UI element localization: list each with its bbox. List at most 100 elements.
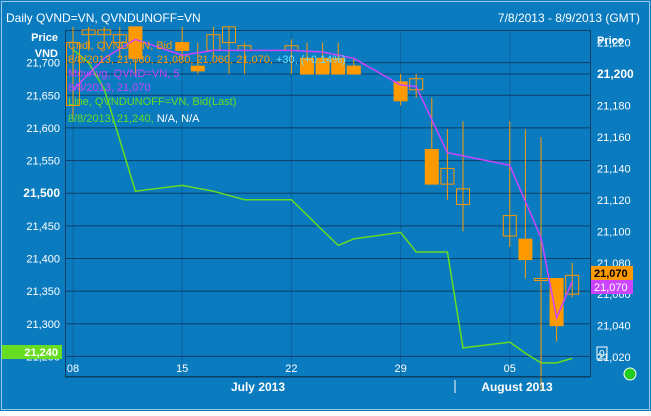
left-tick-label: 21,600 [26, 123, 60, 135]
candle-body-down [518, 238, 533, 261]
right-current-badge-purple: 21,070 [591, 280, 633, 294]
status-dot-icon[interactable] [623, 367, 637, 381]
left-axis-label-vnd: VND [35, 48, 58, 60]
right-tick-label: 21,160 [597, 132, 631, 144]
candle [346, 58, 361, 75]
candle [81, 26, 96, 51]
legend-line-na: N/A, N/A [157, 113, 200, 125]
candle-body-down [393, 81, 408, 102]
candle [393, 74, 408, 106]
right-purple-badge-bg [591, 280, 633, 294]
legend-candles-ohlc: 8/8/2013, 21,080, 21,080, 21,060, 21,070… [68, 54, 276, 66]
candle-body-up [97, 29, 112, 36]
left-tick-label: 21,400 [26, 253, 60, 265]
candle [424, 97, 439, 185]
right-axis-label-price: Price [597, 35, 624, 47]
right-current-badge-orange: 21,070 [591, 266, 633, 280]
right-orange-badge-text: 21,070 [594, 268, 628, 280]
candle [565, 262, 580, 298]
right-small-badge-text: 0 [599, 349, 605, 360]
candle [300, 42, 314, 75]
right-tick-label: 21,040 [597, 321, 631, 333]
candle [66, 26, 80, 122]
left-axis-ticks: 21,25021,30021,35021,40021,45021,50021,5… [23, 58, 60, 364]
gridlines [65, 62, 590, 357]
legend: Cndl, QVND=VN, Bid 8/8/2013, 21,080, 21,… [68, 40, 346, 125]
candle-body-down [315, 57, 330, 75]
candle [518, 129, 533, 279]
legend-line-value: 8/8/2013, 21,240, [68, 113, 157, 125]
candle [128, 26, 143, 75]
right-tick-label: 21,120 [597, 195, 631, 207]
month-label-july: July 2013 [231, 380, 285, 394]
left-tick-label: 21,450 [26, 221, 60, 233]
legend-line-title: Line, QVNDUNOFF=VN, Bid(Last) [68, 96, 236, 108]
left-tick-label: 21,300 [26, 319, 60, 331]
candle-body-up [456, 188, 470, 206]
left-tick-label: 21,700 [26, 58, 60, 70]
right-purple-badge-text: 21,070 [594, 282, 628, 294]
legend-candles-values: 8/8/2013, 21,080, 21,080, 21,060, 21,070… [68, 54, 346, 66]
candle-body-up [66, 42, 80, 106]
candle [549, 277, 564, 342]
candle [315, 42, 330, 75]
left-axis-label-price: Price [31, 32, 58, 44]
candle-body-down [300, 57, 314, 75]
left-tick-label: 21,500 [23, 186, 60, 200]
candle [440, 129, 455, 200]
left-tick-label: 21,550 [26, 156, 60, 168]
candle-body-up [534, 277, 548, 281]
candle-body-up [112, 34, 127, 44]
candle [190, 42, 205, 75]
x-tick-label: 15 [176, 363, 188, 375]
candle-body-up [440, 167, 455, 185]
right-tick-label: 21,180 [597, 100, 631, 112]
candle-body-down [175, 42, 190, 51]
right-small-badge: 0 [596, 346, 608, 360]
left-badge-text: 21,240 [24, 347, 58, 359]
candle-body-down [331, 57, 346, 75]
candles-layer [66, 26, 580, 389]
right-tick-label: 21,220 [597, 38, 631, 50]
right-tick-label: 21,100 [597, 226, 631, 238]
legend-ma-values: 8/8/2013, 21,070 [68, 82, 151, 94]
right-small-badge-box [596, 346, 608, 360]
candle [456, 121, 470, 232]
candle [175, 26, 190, 59]
candle [97, 26, 112, 51]
left-badge-bg [2, 345, 62, 359]
x-tick-label: 08 [67, 363, 79, 375]
candle-body-up [565, 274, 580, 295]
month-label-august: August 2013 [481, 380, 553, 394]
x-tick-label: 29 [394, 363, 406, 375]
candle-body-up [81, 29, 96, 36]
x-tick-label: 05 [504, 363, 516, 375]
x-tick-label: 22 [285, 363, 297, 375]
moving-average-line [72, 38, 573, 321]
candle-body-up [222, 26, 236, 44]
x-axis-ticks: 08 15 22 29 05 [67, 363, 516, 375]
right-orange-badge-bg [591, 266, 633, 280]
legend-candles-title: Cndl, QVND=VN, Bid [68, 40, 172, 52]
candle [502, 121, 517, 248]
date-range: 7/8/2013 - 8/9/2013 (GMT) [498, 11, 640, 25]
candle [534, 136, 548, 389]
candle-body-down [190, 65, 205, 72]
candle [409, 74, 424, 98]
chart-title: Daily QVND=VN, QVNDUNOFF=VN [6, 11, 201, 25]
left-tick-label: 21,350 [26, 286, 60, 298]
legend-candles-change: +30, (+0.14%) [276, 54, 346, 66]
candle-body-up [409, 78, 424, 91]
moving-average-layer [72, 38, 573, 321]
candle-body-down [346, 65, 361, 75]
left-current-badge: 21,240 [2, 345, 62, 359]
line-series-layer [72, 49, 573, 364]
right-tick-label: 21,020 [597, 352, 631, 364]
candle [112, 26, 127, 59]
right-tick-label: 21,200 [597, 67, 634, 81]
left-tick-label: 21,650 [26, 90, 60, 102]
right-axis-ticks: 21,02021,04021,06021,08021,10021,12021,1… [597, 38, 634, 365]
